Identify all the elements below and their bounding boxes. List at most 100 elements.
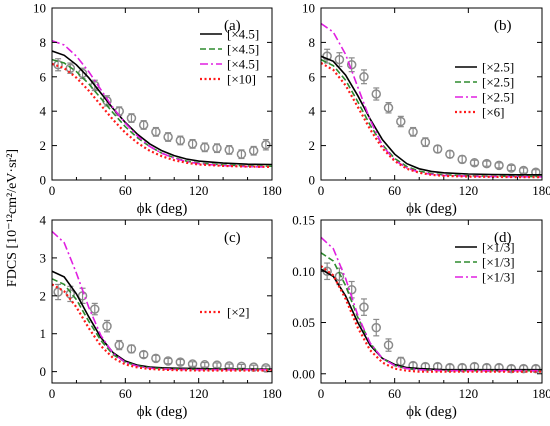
x-tick-label: 120 [189,386,209,401]
data-point [359,302,369,312]
plot-frame [51,7,273,181]
data-point [151,353,161,364]
y-tick-label: 6 [40,69,47,84]
y-tick-label: 0 [309,173,316,188]
data-point [261,139,271,150]
series-line-3 [321,236,542,372]
series-line-3 [52,39,272,168]
legend: [×2.5][×2.5][×2.5][×6] [455,60,514,120]
data-point [248,146,259,156]
panel-label: (b) [494,18,512,34]
data-point [138,120,149,130]
y-tick-label: 6 [309,69,316,84]
series-line-1 [321,268,542,371]
y-tick-label: 0 [40,364,47,379]
theory-curves [52,230,272,372]
legend-label: [×2.5] [482,90,514,105]
x-tick-label: 0 [49,386,56,401]
legend: [×4.5][×4.5][×4.5][×10] [200,27,259,87]
data-point [53,60,63,70]
x-tick-label: 0 [49,183,56,198]
series-line-4 [52,283,272,372]
series-line-3 [52,230,272,371]
legend-label: [×2.5] [482,75,514,90]
x-tick-label: 0 [318,386,325,401]
y-tick-label: 0 [40,173,47,188]
legend: [×2] [200,305,250,320]
data-point [236,361,247,372]
y-tick-label: 3 [40,250,47,265]
data-point [445,149,455,159]
data-point [396,116,406,127]
data-point [138,349,149,360]
data-point [494,160,504,171]
plot-frame [320,7,543,181]
panel-label: (c) [224,230,241,246]
data-point [163,356,173,366]
x-axis-label: ϕk (deg) [137,404,188,420]
data-point [236,149,247,159]
data-point [126,113,137,123]
data-point [383,103,394,113]
panel-label: (a) [224,18,241,34]
series-line-4 [321,62,542,179]
data-point [457,154,467,165]
x-tick-label: 180 [262,183,282,198]
data-point [65,63,76,73]
experiment-points [53,283,271,373]
series-line-1 [52,50,272,166]
x-tick-label: 180 [532,386,550,401]
data-point [90,304,100,314]
data-point [506,363,517,374]
data-point [383,340,394,350]
plot-frame [320,219,543,384]
series-line-4 [321,265,542,373]
y-tick-label: 0.15 [292,213,315,228]
y-tick-label: 2 [40,138,47,153]
data-point [482,158,492,169]
y-tick-label: 8 [309,35,316,50]
theory-curves [321,236,542,373]
x-tick-label: 0 [318,183,325,198]
data-point [469,158,480,168]
y-tick-label: 0.10 [292,264,315,279]
data-point [114,340,124,350]
data-point [126,344,137,354]
data-point [334,54,345,65]
y-tick-label: 0.05 [292,315,315,330]
y-tick-label: 10 [302,1,315,16]
legend-label: [×1/3] [482,255,515,270]
series-line-1 [321,55,542,176]
y-tick-label: 2 [40,288,47,303]
data-point [163,132,173,142]
y-tick-label: 10 [33,1,46,16]
x-tick-label: 120 [189,183,209,198]
legend-label: [×10] [227,72,256,87]
legend-label: [×1/3] [482,240,515,255]
data-point [408,127,418,137]
legend-label: [×2] [227,305,250,320]
x-tick-label: 60 [388,386,401,401]
data-point [518,363,529,374]
data-point [102,321,112,331]
x-axis-label: ϕk (deg) [406,201,457,217]
x-tick-label: 60 [119,386,132,401]
data-point [151,127,161,137]
y-tick-label: 2 [309,138,316,153]
plot-frame [51,219,273,384]
x-axis-label: ϕk (deg) [406,404,457,420]
legend-label: [×4.5] [227,42,259,57]
y-tick-label: 4 [309,104,316,119]
shared-y-axis-label: FDCS [10⁻¹²cm²/eV·sr²] [5,149,20,287]
panel-label: (d) [494,230,512,246]
y-tick-label: 1 [40,326,47,341]
data-point [432,144,443,154]
data-point [212,143,222,153]
data-point [359,72,369,82]
panel-c: 0 60 120 180 0 1 2 3 4 ϕk (deg) (c) [×2] [40,213,282,421]
x-tick-label: 60 [388,183,401,198]
